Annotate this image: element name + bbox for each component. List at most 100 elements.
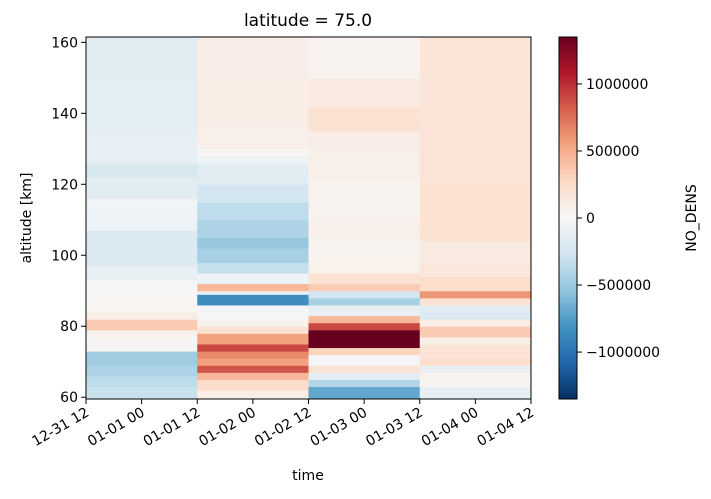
heatmap-cell: [308, 131, 421, 150]
y-tick-label: 100: [51, 248, 78, 264]
heatmap-cell: [419, 319, 532, 327]
heatmap-cell: [86, 329, 198, 338]
heatmap-cell: [197, 365, 309, 373]
heatmap-cell: [419, 290, 532, 299]
heatmap-cell: [419, 276, 532, 292]
y-axis: 60 80 100 120 140 160: [51, 35, 86, 406]
heatmap-cell: [308, 273, 421, 285]
x-tick-label: 01-04 12: [474, 405, 537, 450]
heatmap-cell: [308, 106, 421, 132]
heatmap-cell: [197, 155, 309, 164]
heatmap-cell: [197, 262, 309, 274]
heatmap-cell: [419, 241, 532, 263]
heatmap-cell: [86, 297, 198, 313]
heatmap-cell: [419, 262, 532, 278]
heatmap-cell: [197, 312, 309, 320]
heatmap-cell: [419, 113, 532, 185]
x-tick-label: 01-04 00: [419, 405, 482, 450]
heatmap-cell: [308, 290, 421, 299]
heatmap-cell: [197, 390, 309, 400]
heatmap-cell: [197, 37, 309, 79]
heatmap-cell: [419, 358, 532, 366]
heatmap-cell: [308, 322, 421, 331]
colorbar-tick-label: 500000: [586, 144, 639, 160]
heatmap-cell: [308, 354, 421, 366]
heatmap-cell: [197, 77, 309, 125]
heatmap-cell: [308, 304, 421, 317]
heatmap-cell: [419, 386, 532, 400]
heatmap-cell: [86, 351, 198, 366]
heatmap-cell: [419, 312, 532, 320]
heatmap-cells: [86, 37, 532, 400]
heatmap-cell: [308, 347, 421, 356]
colorbar-tick-label: −1000000: [586, 345, 660, 361]
heatmap-cell: [197, 248, 309, 263]
heatmap-cell: [308, 255, 421, 274]
chart-title: latitude = 75.0: [244, 11, 372, 31]
heatmap-cell: [308, 379, 421, 388]
colorbar-tick-label: −500000: [586, 278, 651, 294]
heatmap-cell: [86, 312, 198, 320]
heatmap-cell: [86, 177, 198, 199]
heatmap-cell: [419, 304, 532, 313]
x-tick-label: 01-02 12: [252, 405, 315, 450]
heatmap-cell: [86, 230, 198, 267]
heatmap-cell: [197, 294, 309, 306]
heatmap-cell: [197, 319, 309, 327]
x-tick-label: 01-01 12: [141, 405, 204, 450]
y-tick-label: 120: [51, 177, 78, 193]
heatmap-cell: [308, 148, 421, 178]
heatmap-cell: [419, 372, 532, 388]
heatmap-cell: [86, 265, 198, 281]
x-axis-label: time: [292, 468, 324, 484]
heatmap-cell: [308, 283, 421, 292]
heatmap-cell: [308, 219, 421, 239]
heatmap-cell: [419, 184, 532, 242]
x-tick-label: 01-03 12: [363, 405, 426, 450]
heatmap-cell: [86, 198, 198, 214]
heatmap-cell: [86, 77, 198, 132]
heatmap-cell: [197, 273, 309, 285]
heatmap-cell: [419, 365, 532, 373]
heatmap-cell: [308, 37, 421, 79]
heatmap-cell: [197, 333, 309, 345]
heatmap-cell: [419, 336, 532, 345]
heatmap-cell: [197, 202, 309, 221]
heatmap-cell: [86, 37, 198, 79]
heatmap-cell: [197, 326, 309, 334]
y-tick-label: 80: [60, 319, 78, 335]
heatmap-cell: [308, 315, 421, 324]
heatmap-cell: [197, 184, 309, 203]
heatmap-cell: [197, 358, 309, 366]
heatmap-cell: [419, 37, 532, 114]
heatmap-cell: [86, 375, 198, 388]
x-tick-label: 12-31 12: [29, 405, 92, 450]
heatmap-cell: [86, 212, 198, 231]
heatmap-cell: [86, 365, 198, 377]
heatmap-cell: [197, 237, 309, 249]
heatmap-cell: [197, 343, 309, 352]
heatmap-cell: [419, 326, 532, 338]
heatmap-cell: [308, 372, 421, 380]
heatmap-cell: [86, 336, 198, 352]
colorbar-ticks: 1000000 500000 0 −500000 −1000000: [577, 77, 660, 361]
colorbar-label: NO_DENS: [684, 184, 700, 252]
heatmap-cell: [86, 280, 198, 299]
x-tick-label: 01-02 00: [196, 405, 259, 450]
heatmap-cell: [197, 304, 309, 313]
heatmap-cell: [86, 319, 198, 331]
heatmap-cell: [197, 283, 309, 292]
heatmap-cell: [86, 386, 198, 400]
x-tick-label: 01-01 00: [85, 405, 148, 450]
heatmap-cell: [197, 372, 309, 380]
heatmap-cell: [308, 329, 421, 349]
y-tick-label: 160: [51, 35, 78, 51]
heatmap-cell: [308, 365, 421, 373]
y-tick-label: 140: [51, 106, 78, 122]
heatmap-cell: [197, 379, 309, 391]
heatmap-cell: [308, 386, 421, 400]
colorbar-tick-label: 0: [586, 211, 595, 227]
